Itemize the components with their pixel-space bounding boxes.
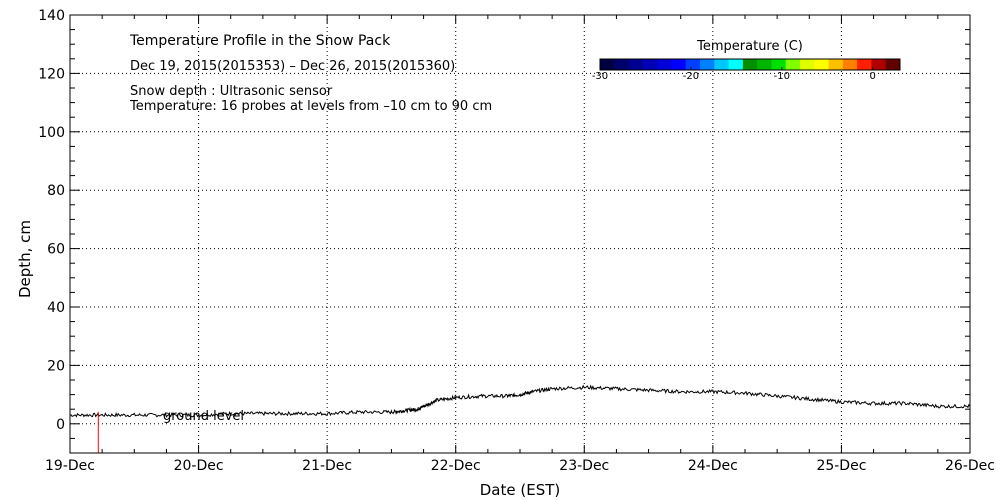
colorbar-cell — [785, 59, 801, 70]
series-layer — [70, 384, 970, 453]
chart-subtitle: Dec 19, 2015(2015353) – Dec 26, 2015(201… — [130, 59, 455, 74]
annotation-snow-depth: Snow depth : Ultrasonic sensor — [130, 84, 333, 99]
ground-level-label: ground level — [163, 409, 244, 424]
colorbar-cell — [885, 59, 901, 70]
axes: 19-Dec 20-Dec 21-Dec 22-Dec 23-Dec 24-Dec 25-D… — [38, 8, 995, 474]
colorbar-cell — [742, 59, 758, 70]
annotation-temperature: Temperature: 16 probes at levels from –1… — [129, 99, 492, 114]
colorbar-cell — [600, 59, 615, 70]
colorbar-cell — [700, 59, 715, 70]
colorbar-cell — [842, 59, 858, 70]
y-axis-label: Depth, cm — [16, 220, 34, 298]
x-tick-label: 23-Dec — [559, 458, 609, 474]
colorbar-title: Temperature (C) — [696, 39, 803, 54]
chart-title: Temperature Profile in the Snow Pack — [129, 33, 391, 49]
y-tick-label: 0 — [56, 417, 65, 433]
colorbar-cell — [857, 59, 872, 70]
colorbar-cell — [814, 59, 830, 70]
x-axis-label: Date (EST) — [480, 481, 561, 499]
y-tick-label: 20 — [47, 358, 65, 374]
x-tick-label: 22-Dec — [431, 458, 481, 474]
y-tick-label: 100 — [38, 125, 65, 141]
colorbar-tick-label: 0 — [870, 71, 876, 82]
colorbar-cell — [828, 59, 844, 70]
y-tick-label: 60 — [47, 242, 65, 258]
colorbar-cell — [628, 59, 644, 70]
x-tick-label: 19-Dec — [45, 458, 95, 474]
plot-frame — [69, 14, 971, 454]
y-tick-label: 40 — [47, 300, 65, 316]
colorbar-frame — [599, 58, 901, 71]
grid-lines — [70, 15, 970, 453]
x-tick-label: 21-Dec — [302, 458, 352, 474]
colorbar-cell — [800, 59, 815, 70]
colorbar-tick-label: -20 — [683, 71, 699, 82]
x-tick-label: 25-Dec — [816, 458, 866, 474]
colorbar-tick-label: -30 — [592, 71, 608, 82]
colorbar-cell — [771, 59, 787, 70]
colorbar-cell — [671, 59, 687, 70]
temperature-colorbar: Temperature (C) -30 -20 -10 0 — [592, 39, 901, 82]
colorbar-cell — [657, 59, 672, 70]
y-tick-label: 120 — [38, 66, 65, 82]
x-tick-label: 20-Dec — [174, 458, 224, 474]
colorbar-tick-label: -10 — [774, 71, 790, 82]
colorbar-cell — [642, 59, 658, 70]
colorbar-cell — [757, 59, 772, 70]
y-tick-label: 80 — [47, 183, 65, 199]
y-tick-label: 140 — [38, 8, 65, 24]
snow-depth-line — [70, 384, 970, 418]
colorbar-cell — [728, 59, 744, 70]
colorbar-cell — [614, 59, 630, 70]
colorbar-cell — [871, 59, 887, 70]
colorbar-cell — [714, 59, 730, 70]
colorbar-cell — [685, 59, 701, 70]
x-tick-label: 26-Dec — [945, 458, 995, 474]
x-tick-label: 24-Dec — [688, 458, 738, 474]
